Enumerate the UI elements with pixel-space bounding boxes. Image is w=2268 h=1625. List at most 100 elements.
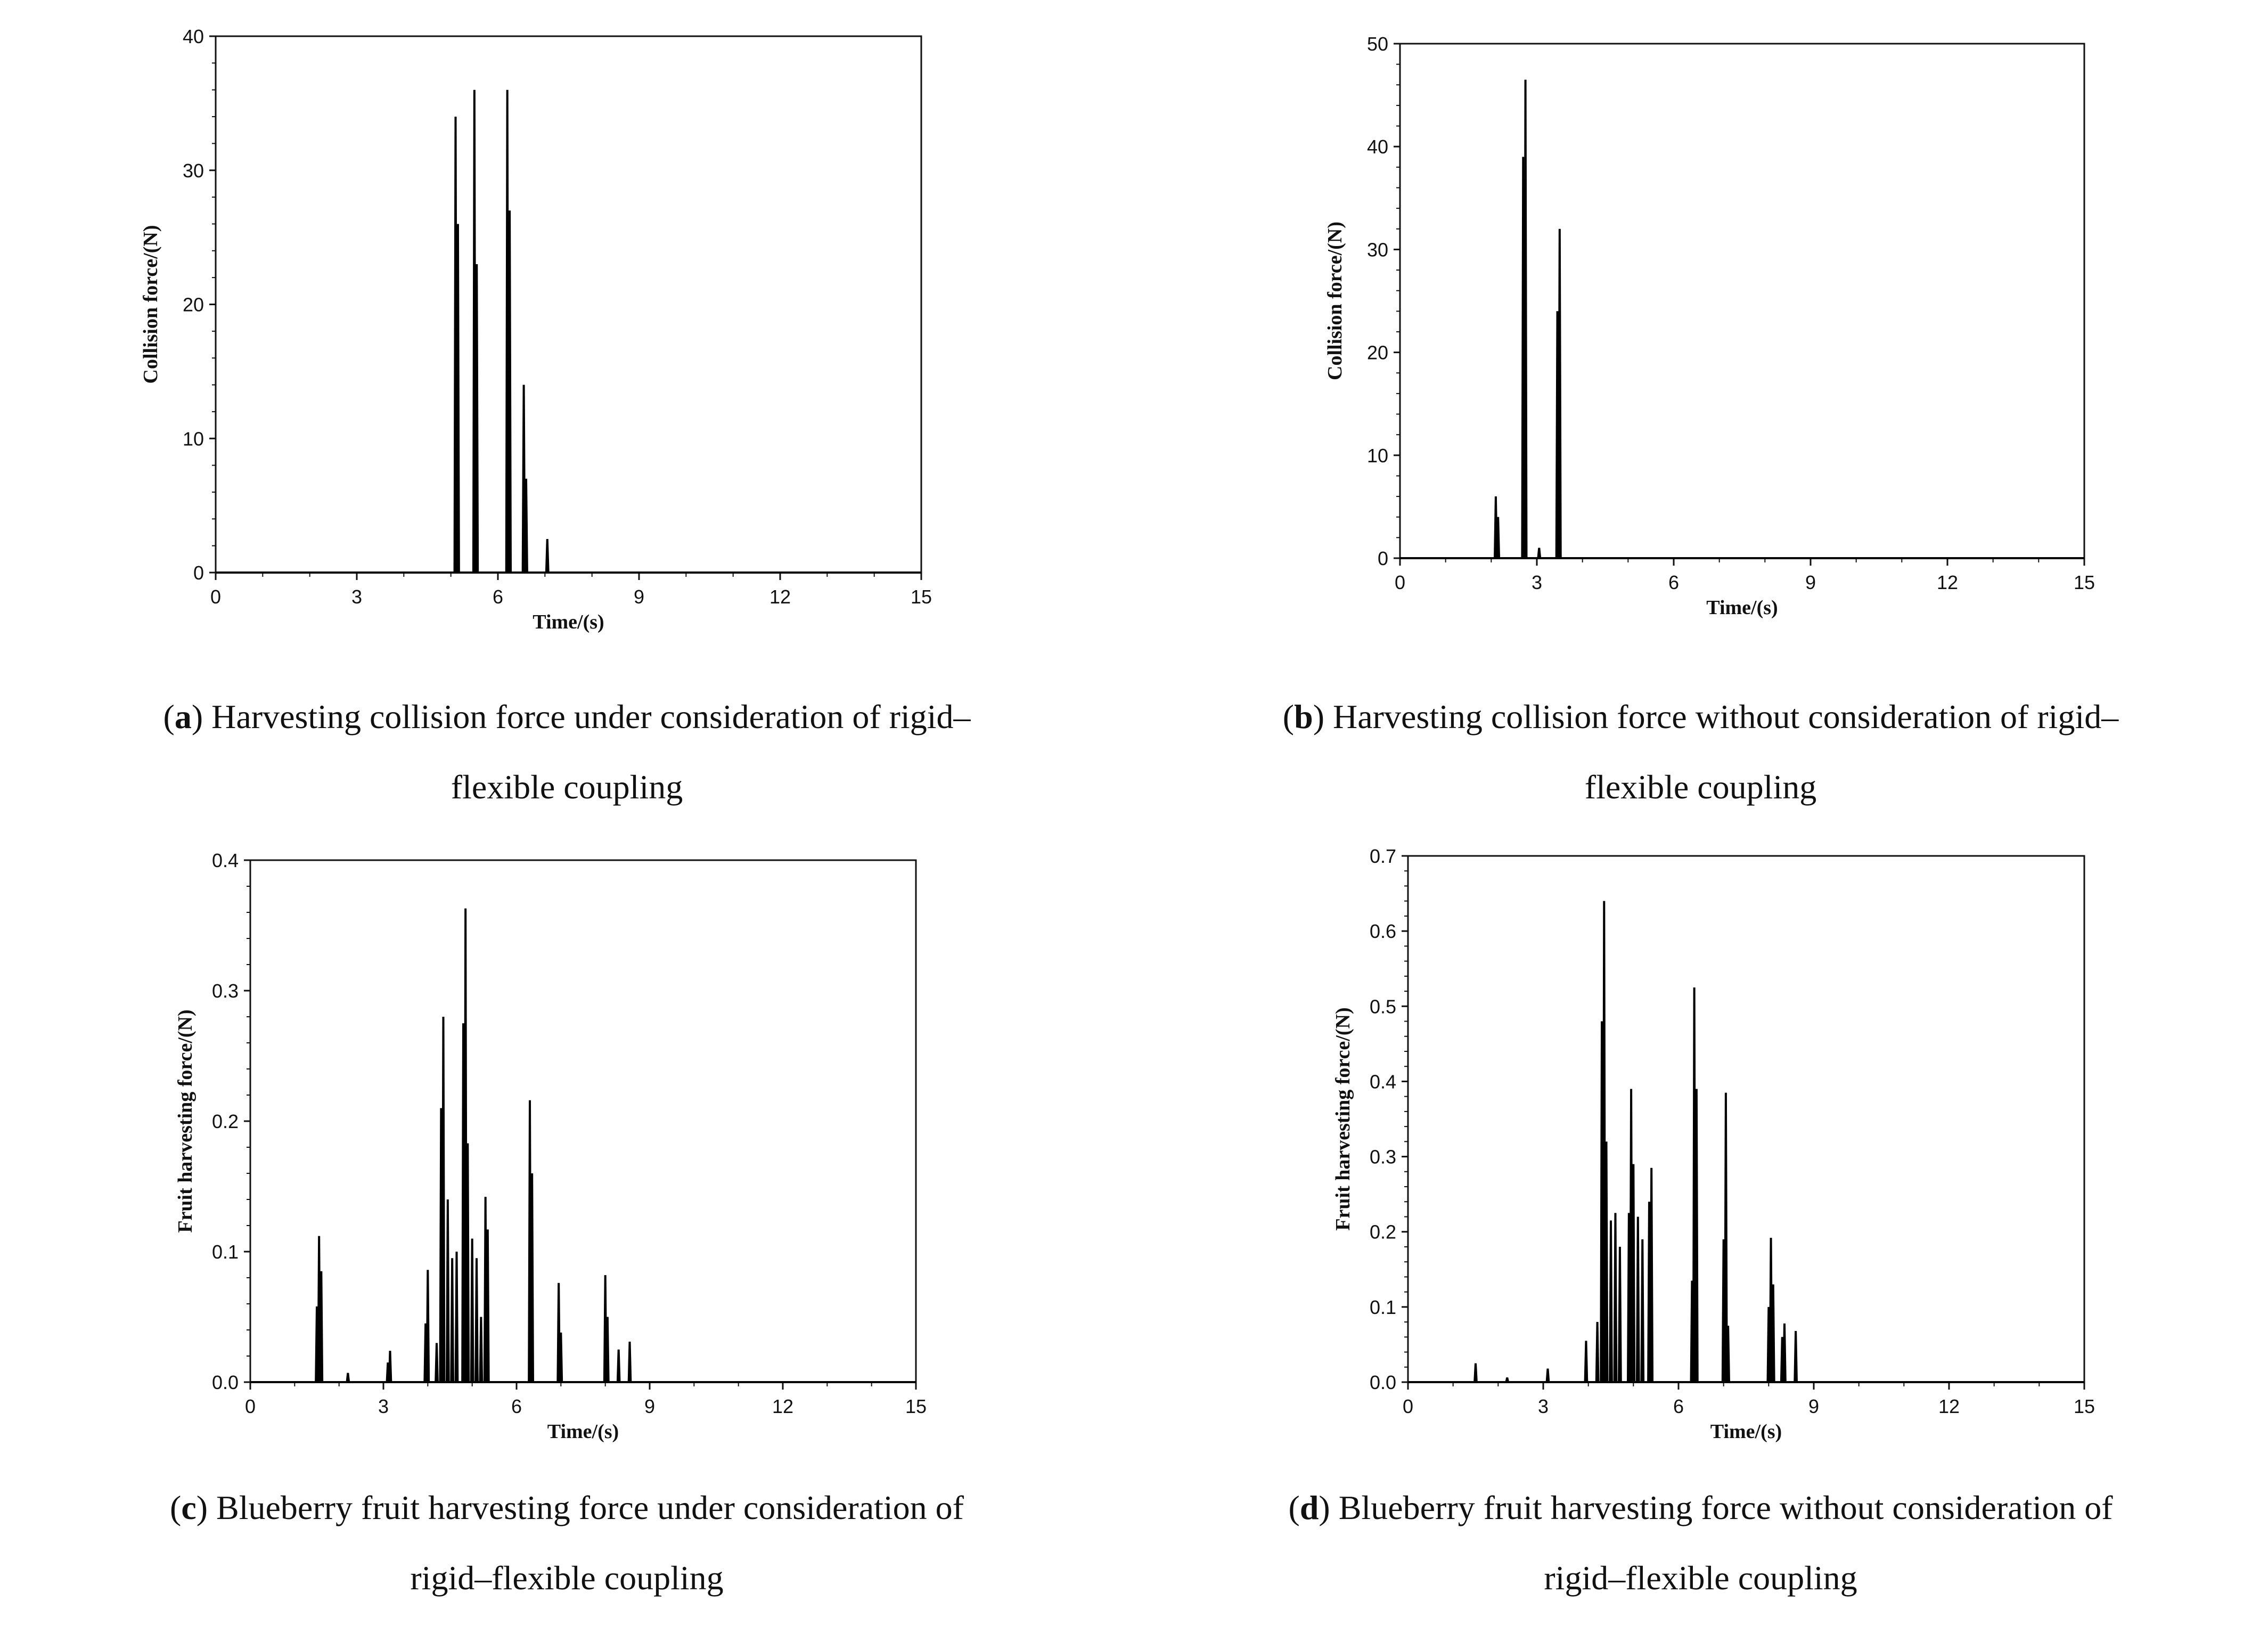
y-tick-label-b-0: 0 xyxy=(1378,548,1388,569)
force-spike-d-4 xyxy=(1595,1322,1600,1383)
chart-d: 0.0 0.1 0.2 0.3 0.4 0.5 0.6 0.7 0 3 6 9 12 15 Time/(s)… xyxy=(1332,845,2095,1443)
caption-d-text: Blueberry fruit harvesting force without… xyxy=(1338,1489,2113,1526)
plot-frame-b xyxy=(1399,43,2085,559)
force-spike-d-13 xyxy=(1631,1164,1636,1383)
y-tick-label-c-1: 0.1 xyxy=(212,1241,239,1263)
y-tick-label-d-4: 0.4 xyxy=(1370,1071,1396,1092)
x-tick-label-b-5: 15 xyxy=(2074,571,2095,593)
chart-c: 0.0 0.1 0.2 0.3 0.4 0 3 6 9 12 15 Time/(s) Fruit har… xyxy=(174,850,927,1443)
force-spike-a-8 xyxy=(545,539,550,573)
x-tick-label-c-2: 6 xyxy=(511,1395,522,1417)
y-tick-label-b-4: 40 xyxy=(1367,136,1388,158)
x-tick-label-b-0: 0 xyxy=(1395,571,1405,593)
x-tick-label-a-1: 3 xyxy=(351,586,362,608)
force-spike-d-15 xyxy=(1640,1239,1645,1383)
y-tick-label-b-3: 30 xyxy=(1367,239,1388,260)
force-spike-c-25 xyxy=(559,1332,563,1383)
force-spike-a-2 xyxy=(472,89,477,573)
chart-panel-a: 0 10 20 30 40 0 3 6 9 12 15 Time/(s) Collision force… xyxy=(0,0,1134,812)
force-spike-c-7 xyxy=(425,1270,430,1383)
x-axis-label-c: Time/(s) xyxy=(547,1420,619,1443)
force-spike-d-26 xyxy=(1771,1284,1775,1383)
x-axis-label-a: Time/(s) xyxy=(533,611,604,633)
y-tick-label-a-1: 10 xyxy=(183,428,204,450)
force-spike-d-17 xyxy=(1649,1167,1654,1383)
force-spike-d-29 xyxy=(1794,1330,1798,1383)
caption-a-text: Harvesting collision force under conside… xyxy=(211,698,971,736)
caption-c-text2: rigid–flexible coupling xyxy=(410,1559,724,1597)
force-spike-c-23 xyxy=(530,1173,534,1383)
caption-b-letter: b xyxy=(1294,698,1313,736)
force-spike-c-19 xyxy=(479,1317,484,1383)
plot-frame-a xyxy=(215,35,922,574)
x-axis-label-b: Time/(s) xyxy=(1706,597,1778,619)
plot-frame-c xyxy=(249,859,917,1383)
force-spike-b-6 xyxy=(1557,228,1562,559)
y-tick-label-d-0: 0.0 xyxy=(1370,1371,1396,1393)
y-tick-label-d-7: 0.7 xyxy=(1370,845,1396,867)
force-spike-d-0 xyxy=(1473,1363,1478,1383)
caption-b-text: Harvesting collision force without consi… xyxy=(1333,698,2119,736)
x-tick-label-d-4: 12 xyxy=(1938,1395,1960,1417)
force-spike-d-10 xyxy=(1618,1246,1622,1383)
y-tick-label-b-1: 10 xyxy=(1367,445,1388,467)
force-spike-c-28 xyxy=(616,1349,621,1383)
caption-a-text2: flexible coupling xyxy=(451,768,683,806)
x-tick-label-d-2: 6 xyxy=(1673,1395,1684,1417)
force-spike-a-5 xyxy=(507,210,512,573)
x-tick-label-b-4: 12 xyxy=(1937,571,1958,593)
force-spike-d-3 xyxy=(1584,1341,1589,1383)
x-tick-label-c-0: 0 xyxy=(245,1395,256,1417)
force-spike-d-14 xyxy=(1635,1216,1640,1383)
force-spike-a-6 xyxy=(521,385,526,573)
force-spike-a-0 xyxy=(453,117,458,573)
force-spike-c-11 xyxy=(446,1199,450,1383)
force-spike-b-1 xyxy=(1496,517,1501,559)
force-spike-d-20 xyxy=(1694,1089,1699,1383)
y-tick-label-d-3: 0.3 xyxy=(1370,1146,1396,1168)
y-tick-label-c-4: 0.4 xyxy=(212,850,239,871)
force-spike-b-4 xyxy=(1537,548,1542,559)
force-spike-c-3 xyxy=(346,1373,350,1383)
x-tick-label-a-3: 9 xyxy=(634,586,644,608)
y-tick-label-a-4: 40 xyxy=(183,26,204,47)
caption-a-letter: a xyxy=(174,698,192,736)
plot-frame-d xyxy=(1407,855,2085,1383)
x-tick-label-c-1: 3 xyxy=(378,1395,389,1417)
caption-c-text: Blueberry fruit harvesting force under c… xyxy=(216,1489,964,1526)
chart-b: 0 10 20 30 40 50 0 3 6 9 12 15 Time/(s) Collision for… xyxy=(1324,33,2095,619)
x-tick-label-c-4: 12 xyxy=(772,1395,793,1417)
force-spike-c-2 xyxy=(319,1271,324,1383)
force-spike-c-17 xyxy=(470,1238,474,1383)
force-spike-d-1 xyxy=(1505,1377,1510,1383)
x-tick-label-c-3: 9 xyxy=(644,1395,655,1417)
force-spike-d-28 xyxy=(1782,1323,1787,1383)
force-spike-c-24 xyxy=(556,1283,561,1383)
force-spike-c-13 xyxy=(454,1251,459,1383)
x-tick-label-a-5: 15 xyxy=(911,586,932,608)
x-tick-label-b-3: 9 xyxy=(1805,571,1816,593)
force-spike-b-0 xyxy=(1494,496,1498,559)
y-axis-label-a: Collision force/(N) xyxy=(140,225,162,384)
force-spike-c-8 xyxy=(435,1343,439,1383)
force-spike-d-2 xyxy=(1545,1368,1550,1383)
x-tick-label-d-3: 9 xyxy=(1808,1395,1819,1417)
y-tick-label-d-1: 0.1 xyxy=(1370,1296,1396,1318)
force-spike-d-8 xyxy=(1609,1220,1613,1383)
y-tick-label-a-0: 0 xyxy=(193,562,204,584)
x-tick-label-d-5: 15 xyxy=(2074,1395,2095,1417)
force-spike-c-26 xyxy=(603,1275,608,1383)
chart-a: 0 10 20 30 40 0 3 6 9 12 15 Time/(s) Collision force… xyxy=(140,26,932,633)
y-tick-label-d-5: 0.5 xyxy=(1370,995,1396,1017)
caption-b: (b) Harvesting collision force without c… xyxy=(1282,698,2119,806)
y-tick-label-a-3: 30 xyxy=(183,160,204,182)
chart-panel-d: 0.0 0.1 0.2 0.3 0.4 0.5 0.6 0.7 0 3 6 9 12 15 Time/(s)… xyxy=(1134,812,2267,1624)
force-spike-c-27 xyxy=(605,1317,610,1383)
x-tick-label-a-0: 0 xyxy=(210,586,221,608)
caption-c-letter: c xyxy=(181,1489,196,1526)
x-tick-label-d-0: 0 xyxy=(1403,1395,1413,1417)
force-spike-c-16 xyxy=(465,1143,470,1383)
force-spike-a-7 xyxy=(524,478,528,573)
force-spike-d-9 xyxy=(1613,1213,1618,1383)
force-spike-c-12 xyxy=(450,1258,454,1383)
